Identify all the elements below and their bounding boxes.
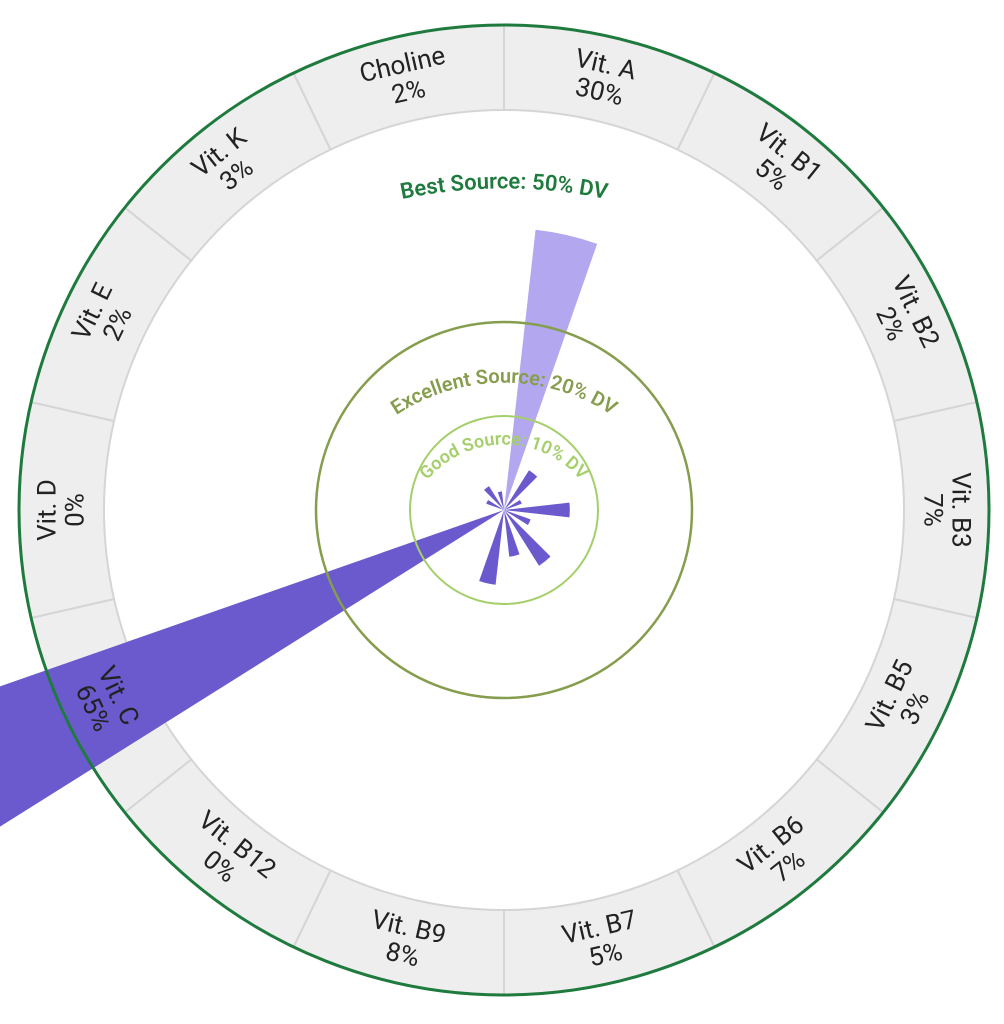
threshold-ring-label: Good Source: 10% DV	[415, 428, 592, 483]
segment-pct: 7%	[918, 493, 948, 527]
vitamin-polar-chart: Good Source: 10% DV Excellent Source: 20%…	[0, 0, 1004, 1024]
threshold-ring-label: Best Source: 50% DV	[398, 169, 610, 205]
segment-pct: 0%	[61, 493, 91, 527]
segment-name: Vit. B3	[946, 472, 976, 548]
segment-name: Vit. D	[33, 479, 63, 541]
threshold-ring-label: Excellent Source: 20% DV	[386, 364, 622, 420]
